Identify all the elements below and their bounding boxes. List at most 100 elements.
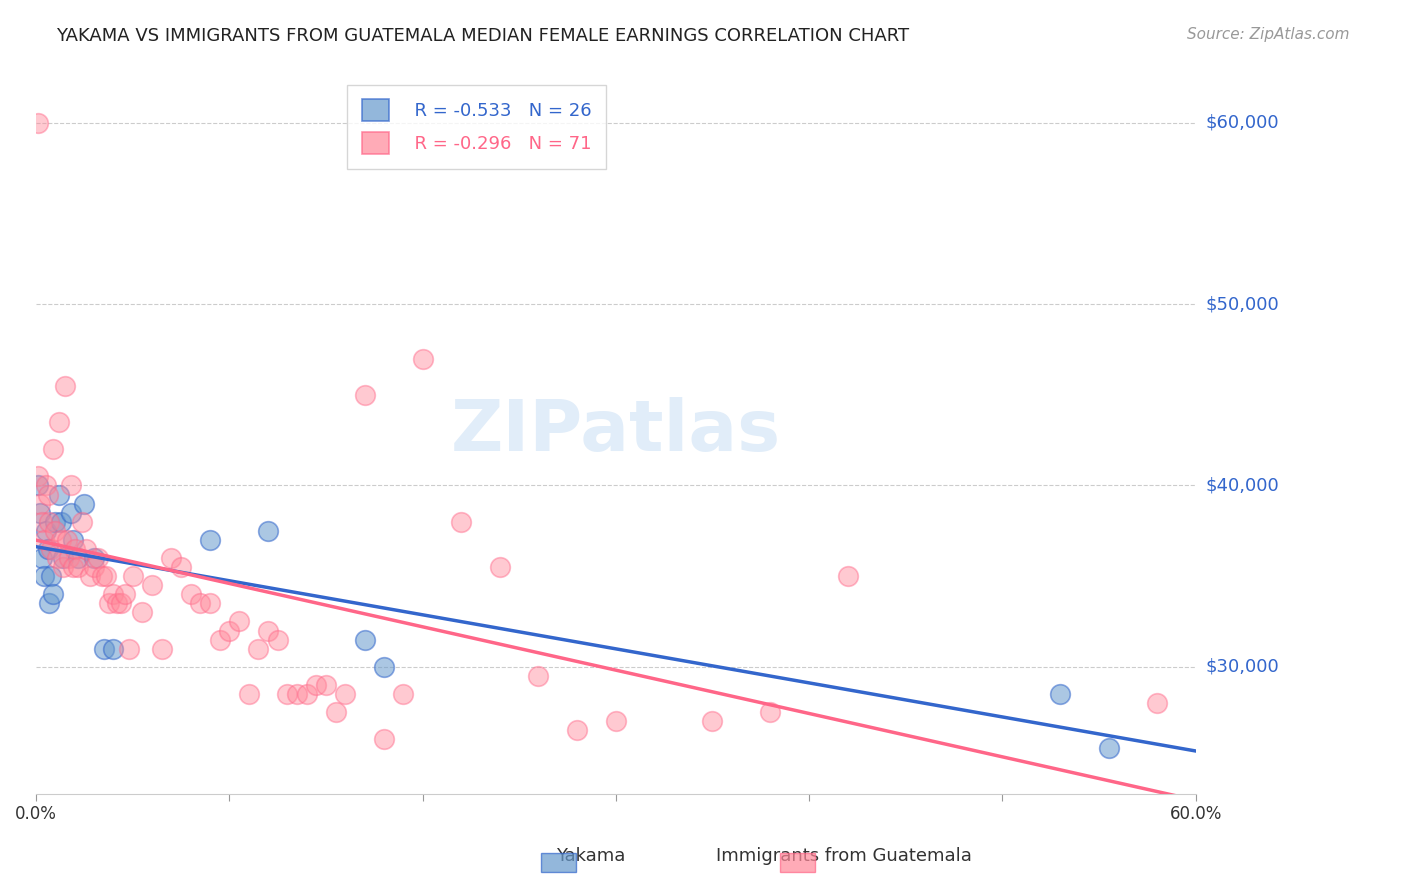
Point [34, 524, 56, 538]
Text: $50,000: $50,000 [1205, 295, 1279, 313]
Point [44, 524, 66, 538]
Legend:   R = -0.533   N = 26,   R = -0.296   N = 71: R = -0.533 N = 26, R = -0.296 N = 71 [347, 85, 606, 169]
Point [285, 687, 308, 701]
Point [46, 551, 69, 566]
Point [83, 560, 105, 574]
Point [131, 606, 153, 620]
Text: $60,000: $60,000 [1205, 114, 1279, 132]
Point [295, 687, 318, 701]
Point [228, 615, 250, 629]
Point [105, 596, 128, 610]
Point [392, 687, 415, 701]
Point [32, 533, 55, 547]
Point [837, 569, 859, 583]
Text: Immigrants from Guatemala: Immigrants from Guatemala [716, 847, 972, 865]
Point [373, 732, 395, 747]
Point [49, 515, 72, 529]
Point [266, 632, 288, 647]
Point [38, 515, 60, 529]
Point [353, 388, 375, 402]
Point [52, 560, 75, 574]
Point [38, 596, 60, 610]
Point [44, 515, 66, 529]
Point [412, 351, 434, 366]
Point [59, 478, 82, 492]
Point [48, 487, 70, 501]
Point [208, 632, 231, 647]
Point [93, 641, 115, 656]
Point [198, 533, 221, 547]
Point [48, 415, 70, 429]
Point [27, 469, 49, 483]
Point [72, 515, 94, 529]
Point [42, 587, 65, 601]
Point [31, 515, 53, 529]
Point [110, 596, 132, 610]
Point [98, 596, 121, 610]
Point [247, 641, 270, 656]
Point [373, 660, 395, 674]
Point [180, 587, 202, 601]
Point [28, 506, 51, 520]
Point [58, 551, 80, 566]
Point [67, 560, 90, 574]
Point [79, 569, 101, 583]
Point [141, 578, 163, 592]
Point [59, 506, 82, 520]
Point [83, 551, 105, 566]
Point [103, 587, 125, 601]
Point [41, 541, 63, 556]
Point [34, 478, 56, 492]
Point [27, 478, 49, 492]
Point [52, 551, 75, 566]
Point [41, 569, 63, 583]
Point [188, 596, 211, 610]
Point [121, 569, 143, 583]
Point [170, 560, 193, 574]
Point [63, 541, 86, 556]
Text: $40,000: $40,000 [1205, 476, 1279, 494]
Point [605, 714, 627, 728]
Point [1049, 687, 1071, 701]
Point [160, 551, 183, 566]
Point [218, 624, 240, 638]
Text: Yakama: Yakama [555, 847, 626, 865]
Point [1098, 741, 1121, 756]
Point [335, 687, 357, 701]
Point [67, 551, 90, 566]
Point [53, 378, 76, 392]
Point [1146, 696, 1168, 710]
Point [118, 641, 141, 656]
Point [315, 678, 337, 692]
Point [90, 569, 112, 583]
Point [238, 687, 260, 701]
Point [37, 541, 59, 556]
Point [257, 624, 280, 638]
Text: Source: ZipAtlas.com: Source: ZipAtlas.com [1187, 27, 1350, 42]
Point [565, 723, 588, 738]
Point [759, 705, 782, 719]
Text: YAKAMA VS IMMIGRANTS FROM GUATEMALA MEDIAN FEMALE EARNINGS CORRELATION CHART: YAKAMA VS IMMIGRANTS FROM GUATEMALA MEDI… [56, 27, 910, 45]
Point [73, 497, 96, 511]
Point [94, 569, 117, 583]
Point [42, 442, 65, 457]
Point [276, 687, 298, 701]
Point [49, 533, 72, 547]
Point [198, 596, 221, 610]
Point [62, 560, 84, 574]
Point [75, 541, 97, 556]
Point [87, 551, 110, 566]
Point [31, 551, 53, 566]
Point [257, 524, 280, 538]
Point [527, 669, 550, 683]
Point [150, 641, 173, 656]
Text: ZIPatlas: ZIPatlas [451, 397, 780, 466]
Point [353, 632, 375, 647]
Point [37, 487, 59, 501]
Point [450, 515, 472, 529]
Point [305, 678, 328, 692]
Point [103, 641, 125, 656]
Point [28, 497, 51, 511]
Point [114, 587, 136, 601]
Point [62, 533, 84, 547]
